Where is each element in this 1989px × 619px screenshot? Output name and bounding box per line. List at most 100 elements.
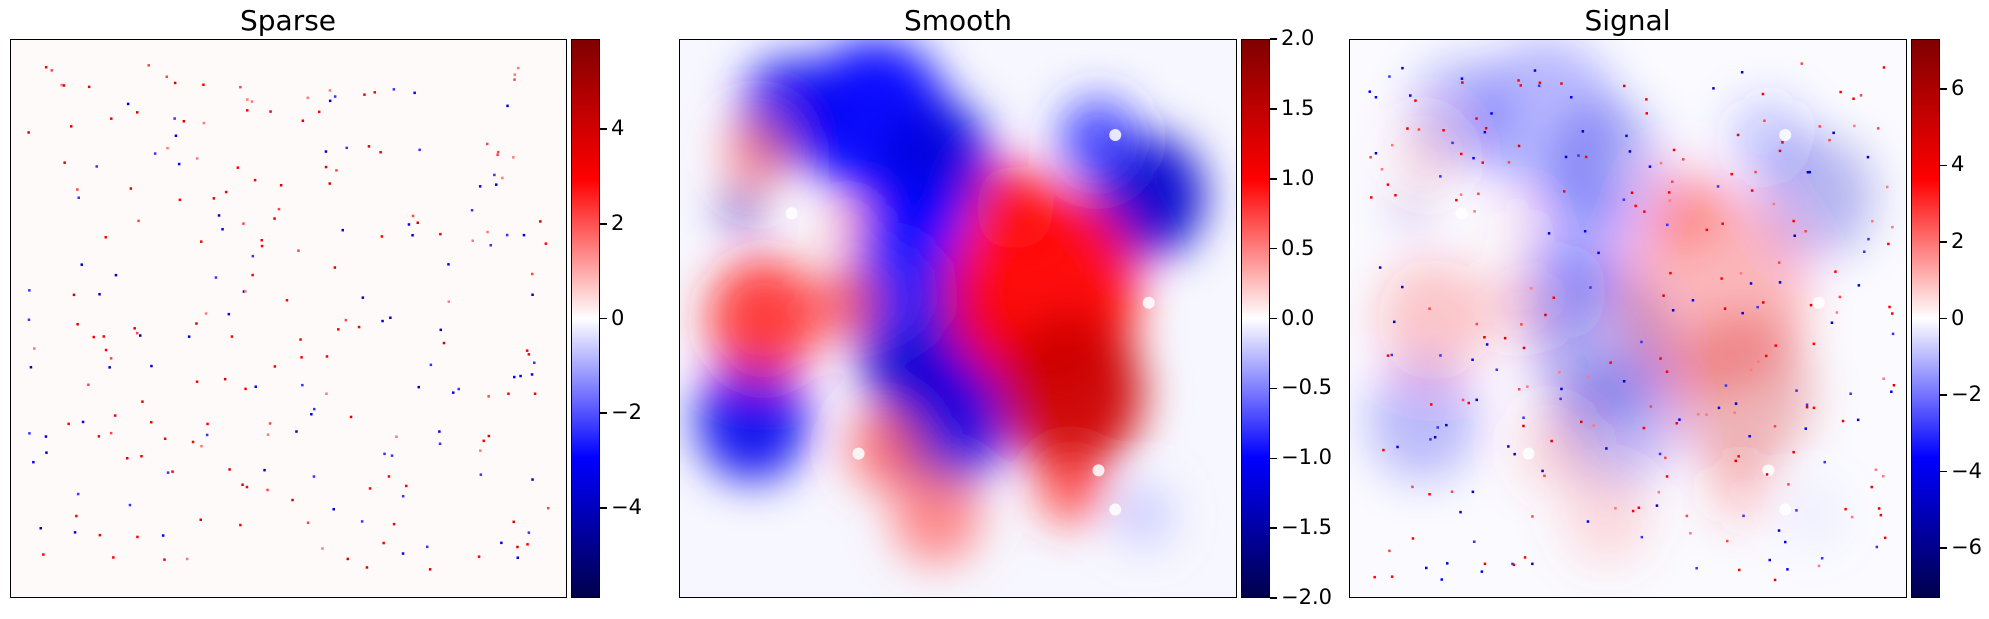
spike-point: [1523, 556, 1527, 559]
smooth-blob: [1500, 206, 1535, 243]
spike-point: [1529, 287, 1533, 290]
spike-point: [1678, 418, 1681, 421]
spike-point: [1460, 77, 1464, 80]
spike-point: [428, 568, 432, 571]
spike-point: [1740, 71, 1744, 74]
spike-point: [438, 442, 442, 445]
spike-point: [1761, 92, 1765, 96]
spike-point: [365, 566, 369, 569]
spike-point: [1765, 473, 1769, 476]
spike-point: [1440, 578, 1443, 581]
spike-point: [1809, 303, 1813, 307]
spike-point: [260, 239, 263, 242]
colorbar-tick-mark: [1940, 470, 1947, 473]
spike-point: [452, 391, 455, 394]
smooth-field: [696, 40, 1205, 565]
panel-title: Sparse: [239, 4, 337, 37]
spike-point: [246, 109, 249, 112]
spike-point: [1390, 575, 1394, 578]
spike-point: [516, 66, 520, 70]
spike-point: [1583, 230, 1587, 233]
spike-point: [1891, 225, 1894, 229]
colorbar-tick-mark: [1270, 457, 1277, 459]
spike-point: [1587, 375, 1590, 379]
spike-point: [1875, 545, 1879, 549]
spike-point: [1584, 155, 1588, 159]
colorbar-tick-label: 2: [611, 210, 625, 235]
spike-point: [1664, 456, 1667, 460]
spike-point: [126, 457, 129, 460]
spike-point: [1480, 570, 1484, 573]
colorbar-tick-mark: [1940, 547, 1947, 549]
spike-point: [332, 508, 335, 511]
spike-point: [1671, 180, 1674, 183]
spike-point: [136, 111, 139, 114]
spike-point: [1742, 514, 1745, 518]
spike-point: [1856, 418, 1860, 422]
spike-point: [387, 475, 391, 478]
spike-point: [1738, 568, 1741, 572]
spike-point: [195, 322, 198, 325]
colorbar-tick-label: 2.0: [1281, 26, 1315, 50]
spike-point: [1451, 141, 1454, 145]
spike-point: [1749, 368, 1753, 372]
spike-point: [1657, 490, 1661, 494]
spike-point: [1887, 242, 1890, 246]
colorbar-tick-label: 2: [1951, 228, 1965, 253]
spike-point: [1481, 161, 1484, 164]
colorbar-tick-label: −6: [1951, 535, 1982, 560]
colorbar-tick-mark: [600, 317, 607, 320]
smooth-highlight: [1109, 503, 1122, 516]
spike-point: [1378, 266, 1382, 269]
spike-point: [104, 348, 108, 352]
heatmap-signal: [1349, 39, 1907, 598]
spike-point: [429, 363, 433, 367]
spike-point: [1640, 535, 1644, 539]
spike-point: [1455, 198, 1458, 202]
spike-point: [1659, 357, 1662, 360]
spike-point: [367, 145, 371, 148]
spike-point: [1592, 424, 1595, 427]
spike-point: [1777, 529, 1781, 532]
spike-point: [239, 523, 242, 527]
spike-point: [416, 221, 419, 224]
spike-point: [1695, 567, 1698, 570]
smooth-blob: [1483, 265, 1551, 340]
spike-point: [166, 146, 169, 150]
spike-point: [1882, 377, 1885, 380]
spike-point: [530, 373, 534, 376]
colorbar-tick-mark: [1270, 597, 1277, 599]
spike-point: [1886, 185, 1889, 189]
smooth-field: [1366, 40, 1875, 565]
spike-point: [1503, 336, 1507, 340]
smooth-blob: [707, 258, 820, 381]
spike-point: [109, 431, 113, 435]
spike-point: [383, 452, 386, 456]
spike-point: [1808, 170, 1811, 174]
spike-point: [1850, 515, 1854, 519]
spike-point: [45, 451, 48, 454]
spike-point: [1834, 270, 1837, 273]
colorbar-tick-label: −2: [1951, 382, 1982, 407]
spike-point: [1471, 490, 1475, 494]
spike-point: [166, 471, 170, 474]
spike-point: [1580, 420, 1583, 424]
spike-point: [1531, 562, 1534, 566]
spike-point: [1459, 510, 1462, 514]
spike-point: [1623, 84, 1626, 88]
spike-point: [373, 91, 376, 94]
spike-point: [1795, 389, 1798, 392]
spike-point: [1513, 452, 1516, 456]
spike-point: [1705, 413, 1708, 416]
smooth-highlight: [1455, 207, 1468, 220]
spike-point: [531, 478, 534, 481]
spike-point: [1519, 84, 1522, 87]
spike-point: [325, 392, 328, 395]
colorbar-tick-label: −0.5: [1281, 375, 1332, 400]
spike-point: [1446, 562, 1449, 565]
colorbar-tick-label: 0: [611, 305, 625, 330]
spike-point: [417, 385, 420, 389]
spike-point: [1538, 81, 1542, 84]
spike-point: [392, 522, 396, 526]
spike-point: [80, 263, 83, 266]
